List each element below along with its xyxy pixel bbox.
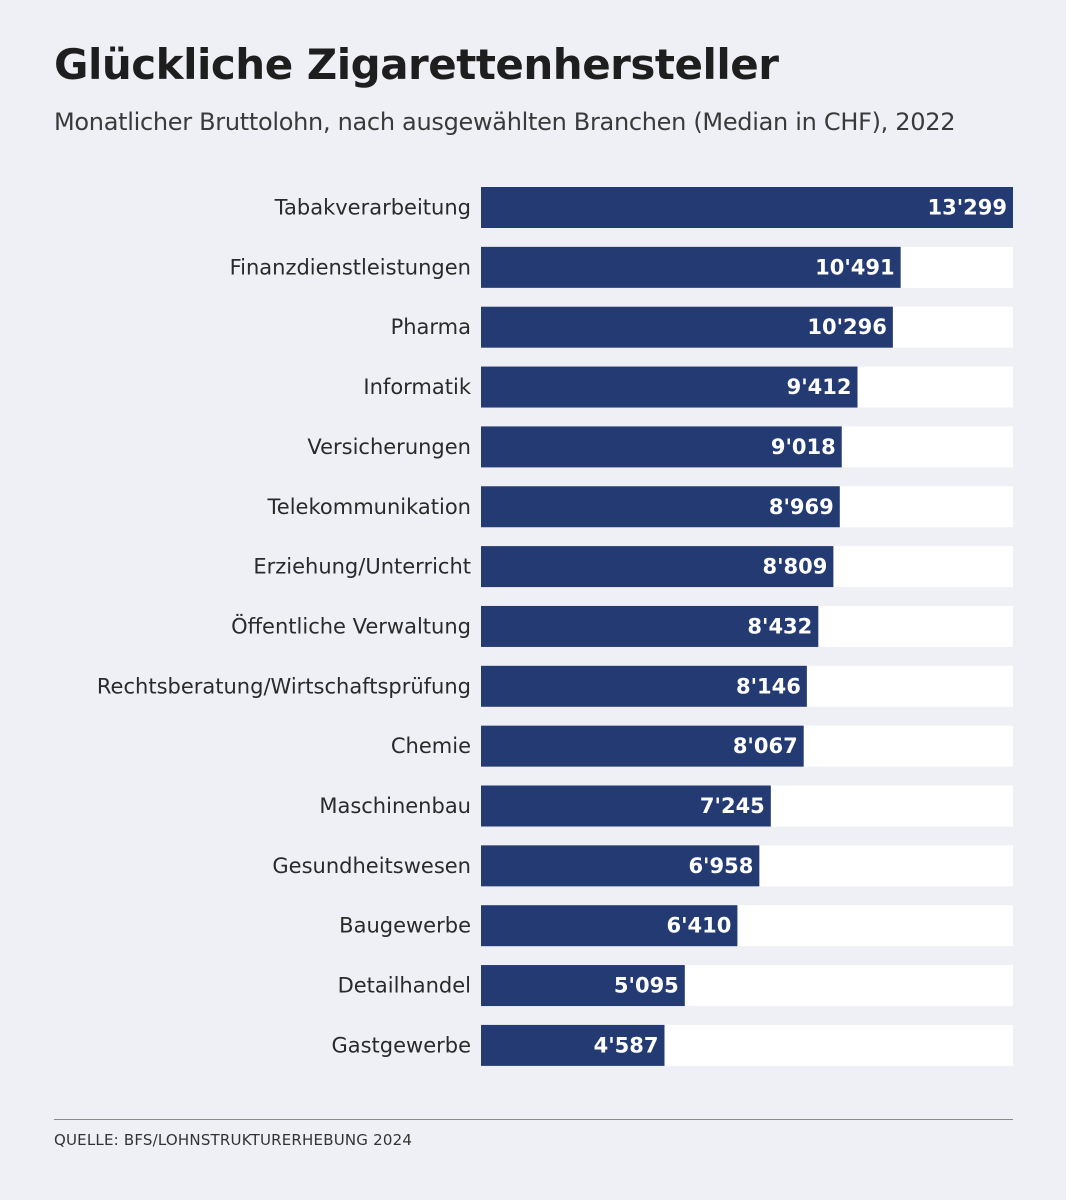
chart-title: Glückliche Zigarettenhersteller	[54, 40, 779, 89]
bar	[481, 965, 685, 1007]
value-label: 8'067	[733, 734, 798, 758]
value-label: 10'491	[815, 255, 895, 279]
bar	[481, 845, 760, 887]
bar	[481, 605, 819, 647]
value-label: 13'299	[928, 196, 1008, 220]
bar	[481, 187, 1013, 228]
category-label: Maschinenbau	[319, 794, 471, 818]
category-label: Gesundheitswesen	[272, 854, 471, 878]
bar	[481, 1024, 665, 1066]
category-label: Baugewerbe	[339, 914, 471, 938]
value-label: 9'412	[787, 375, 852, 399]
bar	[481, 486, 840, 528]
bar-chart: Tabakverarbeitung 13'299 Finanzdienstleist…	[97, 187, 1013, 1066]
category-label: Versicherungen	[307, 435, 471, 459]
category-label: Erziehung/Unterricht	[253, 555, 471, 579]
value-label: 9'018	[771, 435, 836, 459]
value-label: 10'296	[807, 315, 887, 339]
category-label: Rechtsberatung/Wirtschaftsprüfung	[97, 674, 471, 698]
source-note: QUELLE: BFS/LOHNSTRUKTURERHEBUNG 2024	[54, 1131, 413, 1149]
category-label: Detailhandel	[338, 974, 471, 998]
value-label: 8'146	[736, 674, 801, 698]
category-label: Chemie	[391, 734, 471, 758]
category-label: Gastgewerbe	[331, 1033, 471, 1057]
category-label: Informatik	[363, 375, 471, 399]
chart-subtitle: Monatlicher Bruttolohn, nach ausgewählte…	[54, 108, 956, 136]
value-label: 6'958	[688, 854, 753, 878]
category-label: Öffentliche Verwaltung	[231, 613, 471, 638]
value-label: 5'095	[614, 974, 679, 998]
bar	[481, 665, 807, 707]
bar	[481, 246, 901, 288]
bar	[481, 725, 804, 767]
value-label: 4'587	[594, 1033, 659, 1057]
bar	[481, 905, 738, 947]
category-label: Pharma	[391, 315, 471, 339]
bar	[481, 785, 771, 827]
category-label: Finanzdienstleistungen	[230, 255, 471, 279]
value-label: 7'245	[700, 794, 765, 818]
bar	[481, 366, 858, 408]
bar	[481, 306, 893, 348]
value-label: 8'432	[747, 614, 812, 638]
bar	[481, 426, 842, 468]
value-label: 8'809	[762, 555, 827, 579]
category-label: Telekommunikation	[267, 495, 471, 519]
value-label: 6'410	[667, 914, 732, 938]
bar	[481, 546, 834, 588]
footer-divider	[54, 1119, 1013, 1120]
value-label: 8'969	[769, 495, 834, 519]
category-label: Tabakverarbeitung	[274, 196, 471, 220]
